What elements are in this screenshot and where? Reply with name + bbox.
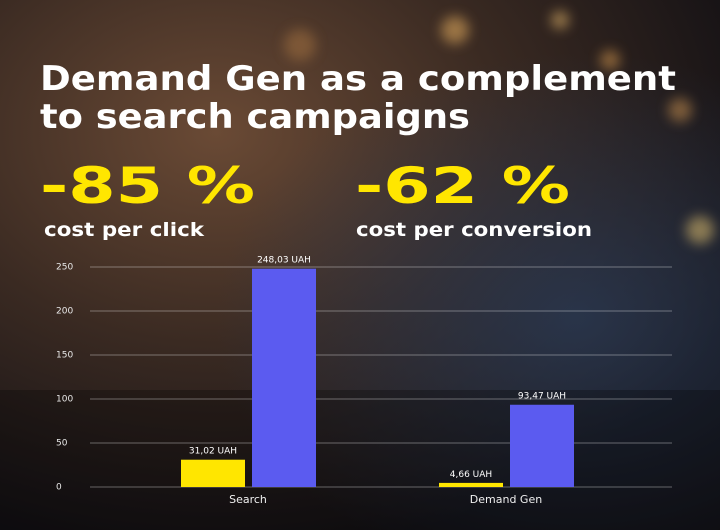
x-tick-label: Search — [229, 493, 267, 506]
chart: 0 50 100 150 200 250 Search 31,02 UAH 248,03 UAH… — [56, 256, 672, 506]
y-tick-label: 150 — [56, 351, 73, 361]
shade — [0, 390, 720, 530]
value-label: 93,47 UAH — [518, 392, 566, 402]
y-tick-label: 0 — [56, 483, 62, 493]
value-label: 248,03 UAH — [257, 256, 311, 266]
value-label: 4,66 UAH — [450, 470, 492, 480]
y-tick-label: 100 — [56, 395, 73, 405]
title-line: Demand Gen as a complement — [40, 59, 676, 99]
stat-value: -85 % — [40, 157, 255, 215]
bar — [439, 482, 503, 487]
bar — [252, 268, 316, 487]
stat-value: -62 % — [355, 157, 570, 215]
bar — [181, 459, 245, 487]
y-tick-label: 50 — [56, 439, 68, 449]
y-tick-label: 200 — [56, 307, 73, 317]
stat-caption: cost per click — [44, 219, 204, 241]
title-line: to search campaigns — [40, 97, 470, 137]
value-label: 31,02 UAH — [189, 447, 237, 457]
y-tick-label: 250 — [56, 263, 73, 273]
bar — [510, 404, 574, 487]
x-tick-label: Demand Gen — [470, 493, 542, 506]
bokeh — [284, 11, 714, 244]
stat-caption: cost per conversion — [356, 219, 592, 241]
